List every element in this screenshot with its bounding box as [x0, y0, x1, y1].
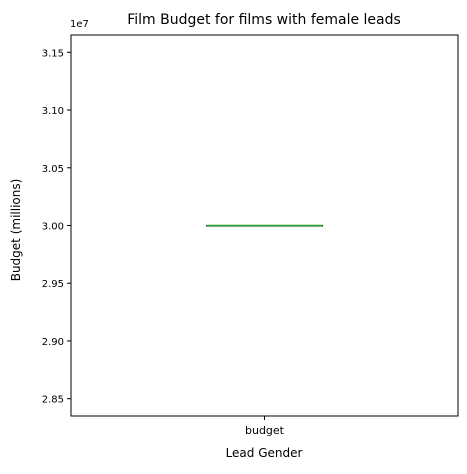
- y-tick-label: 2.85: [42, 395, 64, 406]
- y-tick-label: 3.05: [42, 164, 64, 175]
- y-tick-label: 2.95: [42, 279, 64, 290]
- plot-area-frame: [70, 34, 459, 417]
- chart-title: Film Budget for films with female leads: [127, 12, 401, 28]
- y-axis-label: Budget (millions): [9, 179, 23, 282]
- x-axis-label: Lead Gender: [226, 446, 303, 460]
- x-tick-label: budget: [245, 424, 285, 437]
- y-tick-label: 3.00: [42, 222, 64, 233]
- y-tick-label: 3.15: [42, 48, 64, 59]
- y-tick-label: 2.90: [42, 337, 64, 348]
- axis-ticks: 2.85 2.90 2.95 3.00 3.05 3.10 3.15 budget: [42, 48, 285, 437]
- box-plot-marks: [205, 224, 324, 227]
- y-tick-label: 3.10: [42, 106, 64, 117]
- y-axis-offset-text: 1e7: [70, 19, 89, 30]
